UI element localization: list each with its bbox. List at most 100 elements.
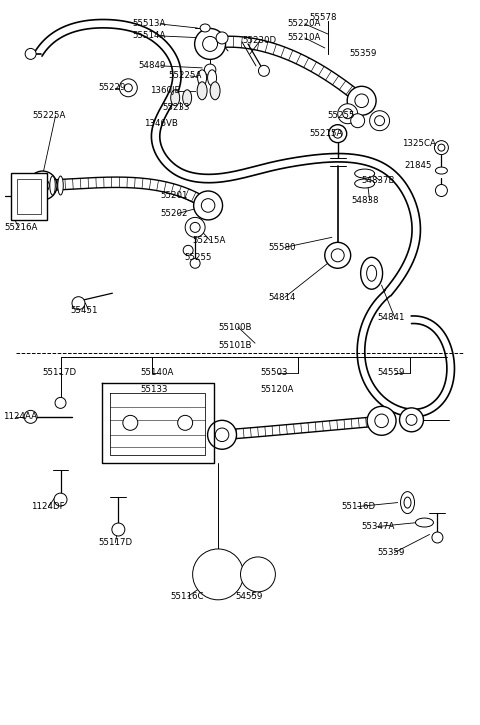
Circle shape — [215, 428, 229, 442]
Ellipse shape — [355, 179, 374, 188]
Text: 55117D: 55117D — [98, 538, 132, 547]
Ellipse shape — [58, 176, 63, 195]
Bar — [11, 173, 47, 220]
Text: 1124AA: 1124AA — [3, 413, 36, 421]
Ellipse shape — [404, 497, 411, 508]
Circle shape — [367, 407, 396, 435]
Ellipse shape — [400, 492, 415, 513]
Circle shape — [190, 223, 200, 233]
Text: 55580: 55580 — [268, 243, 295, 252]
Ellipse shape — [50, 176, 55, 195]
Circle shape — [190, 258, 200, 268]
Circle shape — [375, 414, 388, 428]
Text: 55451: 55451 — [71, 306, 98, 315]
Circle shape — [216, 32, 228, 44]
Text: 55133: 55133 — [140, 386, 168, 394]
Text: 55140A: 55140A — [140, 368, 174, 378]
Circle shape — [25, 49, 36, 59]
Circle shape — [399, 408, 423, 432]
Ellipse shape — [198, 70, 206, 86]
Circle shape — [55, 397, 66, 408]
Text: 55101B: 55101B — [218, 341, 252, 349]
Circle shape — [325, 242, 351, 268]
Text: 55117D: 55117D — [43, 368, 77, 378]
Circle shape — [406, 415, 417, 426]
Circle shape — [333, 129, 342, 138]
Circle shape — [185, 218, 205, 237]
Circle shape — [240, 557, 276, 592]
Ellipse shape — [416, 518, 433, 527]
Ellipse shape — [360, 257, 383, 289]
Text: 54837B: 54837B — [361, 176, 395, 185]
Circle shape — [370, 111, 390, 130]
Text: 55116C: 55116C — [170, 592, 204, 601]
Ellipse shape — [435, 167, 447, 174]
Text: 54559: 54559 — [378, 368, 405, 378]
Text: 54559: 54559 — [235, 592, 263, 601]
Text: 55233: 55233 — [162, 103, 190, 112]
Circle shape — [203, 36, 217, 51]
Circle shape — [374, 116, 384, 125]
Circle shape — [434, 141, 448, 154]
Circle shape — [201, 199, 215, 212]
Circle shape — [194, 28, 226, 59]
Text: 55503: 55503 — [260, 368, 288, 378]
Circle shape — [435, 185, 447, 196]
Circle shape — [178, 415, 192, 431]
Text: 55201: 55201 — [160, 191, 188, 200]
Text: 55202: 55202 — [160, 209, 188, 218]
Circle shape — [112, 523, 125, 536]
Text: 54838: 54838 — [352, 196, 379, 205]
Ellipse shape — [26, 176, 31, 195]
Circle shape — [207, 420, 237, 449]
Text: 55116D: 55116D — [342, 502, 376, 511]
Text: 54841: 54841 — [378, 312, 405, 322]
Bar — [17, 178, 41, 215]
Text: 21845: 21845 — [405, 161, 432, 170]
Circle shape — [347, 86, 376, 115]
Circle shape — [343, 109, 353, 119]
Circle shape — [183, 245, 193, 255]
Text: 55225A: 55225A — [33, 111, 66, 120]
Circle shape — [123, 415, 138, 431]
Text: 54814: 54814 — [268, 293, 295, 302]
Text: 1325CA: 1325CA — [402, 139, 435, 148]
Text: 55229: 55229 — [98, 83, 126, 92]
Text: 55347A: 55347A — [361, 522, 395, 531]
Text: 55514A: 55514A — [132, 31, 166, 41]
Circle shape — [24, 191, 34, 202]
Text: 55578: 55578 — [310, 14, 337, 22]
Circle shape — [28, 171, 57, 200]
Circle shape — [124, 84, 132, 92]
Ellipse shape — [355, 169, 374, 178]
Circle shape — [192, 549, 243, 600]
Text: 55359: 55359 — [350, 49, 377, 59]
Text: 55255: 55255 — [184, 253, 212, 262]
Ellipse shape — [42, 176, 48, 195]
Circle shape — [252, 569, 264, 580]
Circle shape — [351, 114, 365, 128]
Circle shape — [212, 568, 225, 581]
Text: 55216A: 55216A — [5, 223, 38, 232]
Ellipse shape — [171, 90, 180, 106]
Text: 55359: 55359 — [378, 548, 405, 557]
Circle shape — [120, 79, 137, 96]
Circle shape — [246, 563, 270, 587]
Ellipse shape — [207, 70, 216, 86]
Circle shape — [199, 555, 238, 594]
Circle shape — [54, 493, 67, 506]
Text: 55215A: 55215A — [192, 236, 226, 245]
Ellipse shape — [367, 265, 377, 281]
Text: 55210A: 55210A — [288, 33, 321, 43]
Text: 55230D: 55230D — [242, 36, 276, 46]
Ellipse shape — [197, 82, 207, 100]
Ellipse shape — [183, 90, 192, 106]
Circle shape — [355, 94, 369, 107]
Ellipse shape — [34, 176, 39, 195]
Circle shape — [438, 144, 445, 151]
Text: 55225A: 55225A — [168, 71, 202, 80]
Text: 55255: 55255 — [328, 111, 355, 120]
Circle shape — [338, 104, 358, 124]
Text: 1346VB: 1346VB — [144, 119, 178, 128]
Circle shape — [193, 191, 223, 220]
